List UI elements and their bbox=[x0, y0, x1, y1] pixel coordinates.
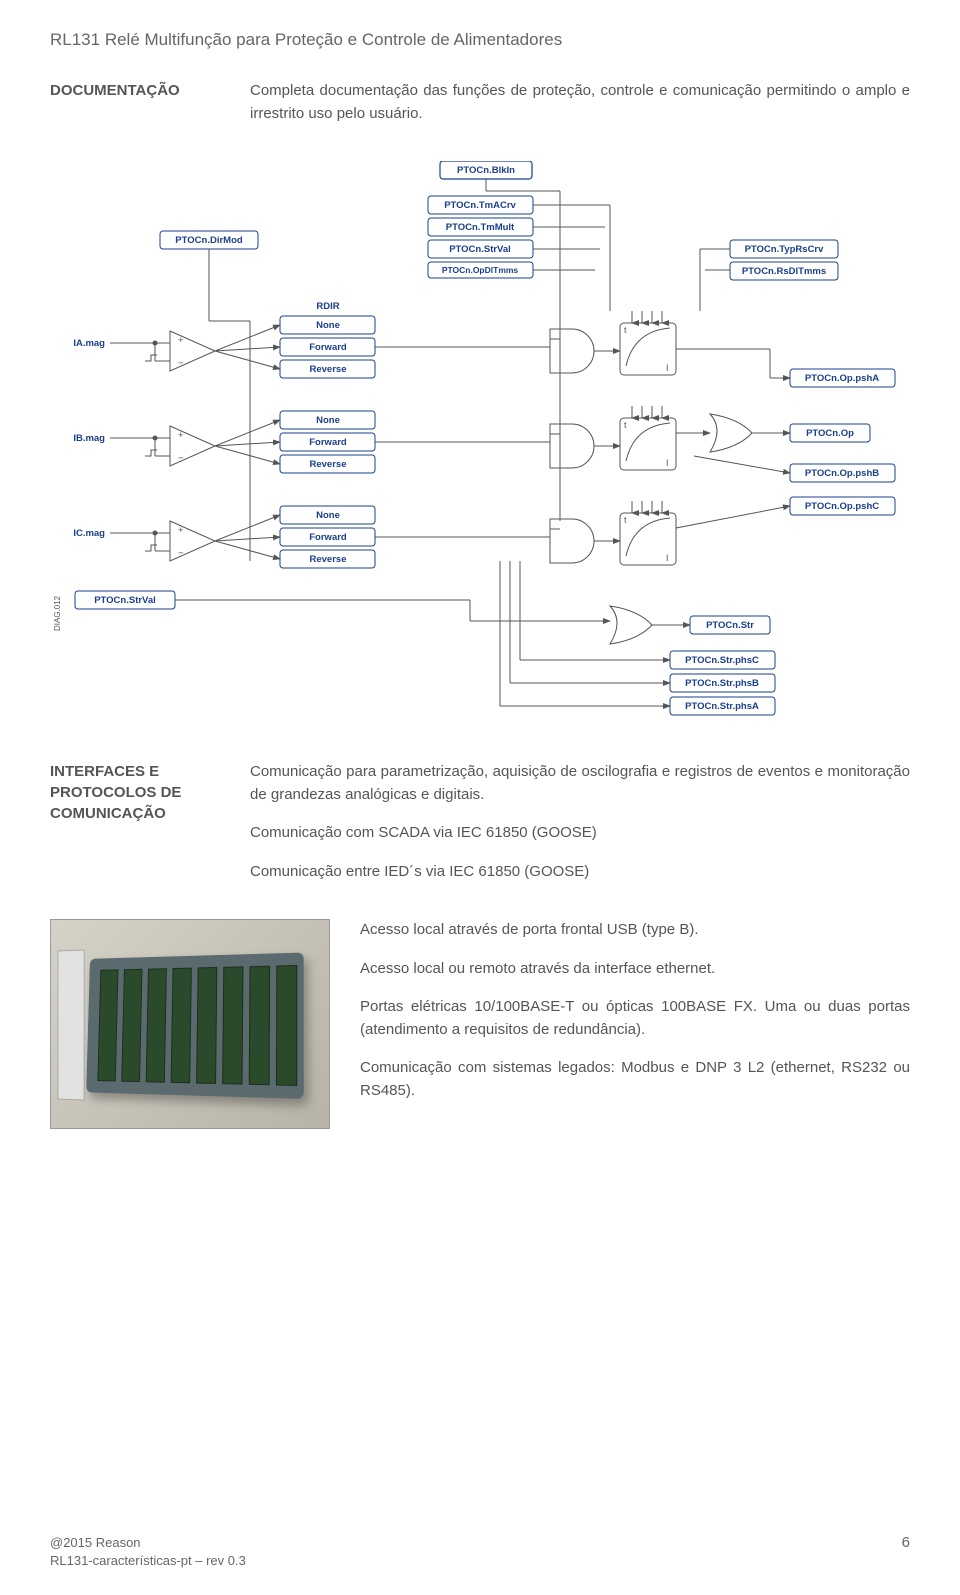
svg-text:PTOCn.Str.phsA: PTOCn.Str.phsA bbox=[685, 701, 759, 712]
svg-text:I: I bbox=[666, 553, 669, 563]
svg-text:Forward: Forward bbox=[309, 342, 347, 353]
svg-text:None: None bbox=[316, 510, 340, 521]
svg-text:PTOCn.Op.pshB: PTOCn.Op.pshB bbox=[805, 468, 879, 479]
footer-copyright: @2015 Reason bbox=[50, 1534, 246, 1552]
svg-text:PTOCn.OpDlTmms: PTOCn.OpDlTmms bbox=[442, 265, 519, 275]
svg-text:PTOCn.BlkIn: PTOCn.BlkIn bbox=[457, 165, 515, 176]
page-title: RL131 Relé Multifunção para Proteção e C… bbox=[50, 30, 910, 50]
svg-text:PTOCn.Op.pshA: PTOCn.Op.pshA bbox=[805, 373, 879, 384]
svg-text:PTOCn.DirMod: PTOCn.DirMod bbox=[175, 235, 243, 246]
svg-text:Reverse: Reverse bbox=[310, 554, 347, 565]
footer-doc: RL131-características-pt – rev 0.3 bbox=[50, 1552, 246, 1570]
svg-text:Reverse: Reverse bbox=[310, 364, 347, 375]
access-p2: Acesso local ou remoto através da interf… bbox=[360, 958, 910, 981]
svg-text:PTOCn.Str.phsB: PTOCn.Str.phsB bbox=[685, 678, 759, 689]
access-p3: Portas elétricas 10/100BASE-T ou ópticas… bbox=[360, 996, 910, 1041]
svg-text:Forward: Forward bbox=[309, 532, 347, 543]
svg-text:PTOCn.Op: PTOCn.Op bbox=[806, 428, 854, 439]
svg-text:RDIR: RDIR bbox=[316, 301, 339, 312]
section-access: Acesso local através de porta frontal US… bbox=[50, 919, 910, 1129]
svg-text:PTOCn.Str.phsC: PTOCn.Str.phsC bbox=[685, 655, 759, 666]
section-interfaces: INTERFACES E PROTOCOLOS DE COMUNICAÇÃO C… bbox=[50, 761, 910, 899]
svg-text:−: − bbox=[178, 548, 184, 559]
svg-text:−: − bbox=[178, 453, 184, 464]
section-text-documentacao: Completa documentação das funções de pro… bbox=[250, 80, 910, 141]
svg-text:PTOCn.RsDlTmms: PTOCn.RsDlTmms bbox=[742, 266, 826, 277]
diagram-side-label: DIAG.012 bbox=[53, 595, 62, 631]
interfaces-p2: Comunicação com SCADA via IEC 61850 (GOO… bbox=[250, 822, 910, 845]
svg-text:PTOCn.StrVal: PTOCn.StrVal bbox=[94, 595, 156, 606]
svg-text:PTOCn.Str: PTOCn.Str bbox=[706, 620, 754, 631]
documentacao-paragraph: Completa documentação das funções de pro… bbox=[250, 80, 910, 125]
section-text-interfaces: Comunicação para parametrização, aquisiç… bbox=[250, 761, 910, 899]
svg-text:Reverse: Reverse bbox=[310, 459, 347, 470]
device-image bbox=[50, 919, 330, 1129]
svg-text:I: I bbox=[666, 458, 669, 468]
svg-text:PTOCn.TypRsCrv: PTOCn.TypRsCrv bbox=[745, 244, 825, 255]
page-footer: @2015 Reason RL131-características-pt – … bbox=[50, 1534, 910, 1570]
svg-text:IB.mag: IB.mag bbox=[73, 433, 105, 444]
svg-text:−: − bbox=[178, 358, 184, 369]
svg-text:PTOCn.Op.pshC: PTOCn.Op.pshC bbox=[805, 501, 879, 512]
interfaces-p3: Comunicação entre IED´s via IEC 61850 (G… bbox=[250, 861, 910, 884]
svg-text:+: + bbox=[178, 525, 184, 536]
svg-text:IC.mag: IC.mag bbox=[73, 528, 105, 539]
svg-text:None: None bbox=[316, 320, 340, 331]
footer-page-number: 6 bbox=[902, 1534, 910, 1570]
section-label-documentacao: DOCUMENTAÇÃO bbox=[50, 80, 250, 141]
svg-text:PTOCn.TmACrv: PTOCn.TmACrv bbox=[444, 200, 516, 211]
access-p4: Comunicação com sistemas legados: Modbus… bbox=[360, 1057, 910, 1102]
svg-text:Forward: Forward bbox=[309, 437, 347, 448]
svg-text:+: + bbox=[178, 430, 184, 441]
svg-text:+: + bbox=[178, 335, 184, 346]
svg-text:PTOCn.TmMult: PTOCn.TmMult bbox=[446, 222, 515, 233]
svg-text:IA.mag: IA.mag bbox=[73, 338, 105, 349]
svg-text:None: None bbox=[316, 415, 340, 426]
svg-text:PTOCn.StrVal: PTOCn.StrVal bbox=[449, 244, 511, 255]
access-text: Acesso local através de porta frontal US… bbox=[360, 919, 910, 1118]
section-label-interfaces: INTERFACES E PROTOCOLOS DE COMUNICAÇÃO bbox=[50, 761, 250, 899]
block-diagram: DIAG.012 PTOCn.BlkIn PTOCn.TmACrv PTOCn.… bbox=[50, 161, 910, 721]
access-p1: Acesso local através de porta frontal US… bbox=[360, 919, 910, 942]
section-documentacao: DOCUMENTAÇÃO Completa documentação das f… bbox=[50, 80, 910, 141]
interfaces-p1: Comunicação para parametrização, aquisiç… bbox=[250, 761, 910, 806]
svg-text:I: I bbox=[666, 363, 669, 373]
